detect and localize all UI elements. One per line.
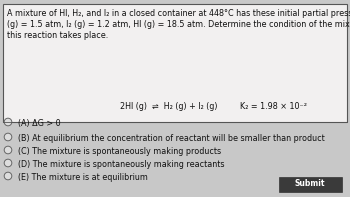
FancyBboxPatch shape <box>3 4 347 122</box>
Text: (A) ΔG > 0: (A) ΔG > 0 <box>18 119 61 128</box>
FancyBboxPatch shape <box>279 177 342 191</box>
Text: Submit: Submit <box>295 179 325 189</box>
Circle shape <box>4 172 12 180</box>
Text: this reaction takes place.: this reaction takes place. <box>7 31 108 40</box>
Circle shape <box>4 159 12 167</box>
Text: (B) At equilibrium the concentration of reactant will be smaller than product: (B) At equilibrium the concentration of … <box>18 134 325 143</box>
Text: A mixture of HI, H₂, and I₂ in a closed container at 448°C has these initial par: A mixture of HI, H₂, and I₂ in a closed … <box>7 9 350 18</box>
Text: (D) The mixture is spontaneously making reactants: (D) The mixture is spontaneously making … <box>18 160 224 169</box>
Text: (E) The mixture is at equilibrium: (E) The mixture is at equilibrium <box>18 173 148 182</box>
Text: (C) The mixture is spontaneously making products: (C) The mixture is spontaneously making … <box>18 147 221 156</box>
Circle shape <box>4 118 12 126</box>
Text: (g) = 1.5 atm, I₂ (g) = 1.2 atm, HI (g) = 18.5 atm. Determine the condition of t: (g) = 1.5 atm, I₂ (g) = 1.2 atm, HI (g) … <box>7 20 350 29</box>
Text: 2HI (g)  ⇌  H₂ (g) + I₂ (g): 2HI (g) ⇌ H₂ (g) + I₂ (g) <box>120 102 217 111</box>
Circle shape <box>4 146 12 154</box>
Circle shape <box>4 133 12 141</box>
Text: K₂ = 1.98 × 10⁻²: K₂ = 1.98 × 10⁻² <box>240 102 307 111</box>
